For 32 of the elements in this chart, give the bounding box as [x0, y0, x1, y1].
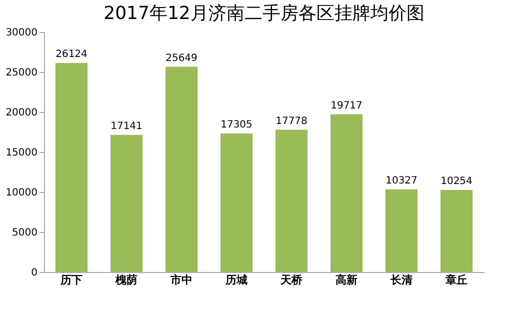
x-tick-label: 高新 [336, 274, 358, 286]
bar [386, 189, 418, 272]
x-tick-label: 市中 [170, 274, 192, 286]
data-label: 17305 [220, 120, 252, 131]
x-tick-label: 历下 [60, 274, 82, 286]
data-label: 17141 [110, 120, 142, 132]
x-tick-label: 天桥 [280, 274, 304, 286]
x-tick-label: 历城 [224, 274, 248, 286]
y-tick-label: 25000 [6, 68, 38, 78]
data-label: 17778 [276, 116, 308, 127]
data-label: 26124 [56, 49, 88, 60]
bar [220, 134, 252, 272]
y-tick-label: 10000 [6, 188, 38, 198]
x-tick-label: 章丘 [444, 274, 468, 286]
data-label: 19717 [330, 100, 362, 112]
bar [166, 66, 198, 272]
bar [330, 114, 362, 272]
y-tick-label: 15000 [6, 148, 38, 158]
bar [110, 134, 142, 272]
bar [276, 130, 308, 272]
y-tick-label: 20000 [6, 108, 38, 118]
bar [56, 63, 88, 272]
data-label: 25649 [166, 52, 198, 64]
x-tick-label: 槐荫 [114, 274, 138, 286]
y-tick-label: 5000 [12, 228, 38, 238]
bar [440, 190, 472, 272]
x-tick-label: 长清 [390, 274, 412, 286]
data-label: 10327 [386, 175, 418, 186]
chart-title: 2017年12月济南二手房各区挂牌均价图 [104, 3, 424, 24]
data-label: 10254 [440, 176, 472, 187]
y-tick-label: 30000 [6, 28, 38, 38]
y-tick-label: 0 [31, 268, 38, 278]
